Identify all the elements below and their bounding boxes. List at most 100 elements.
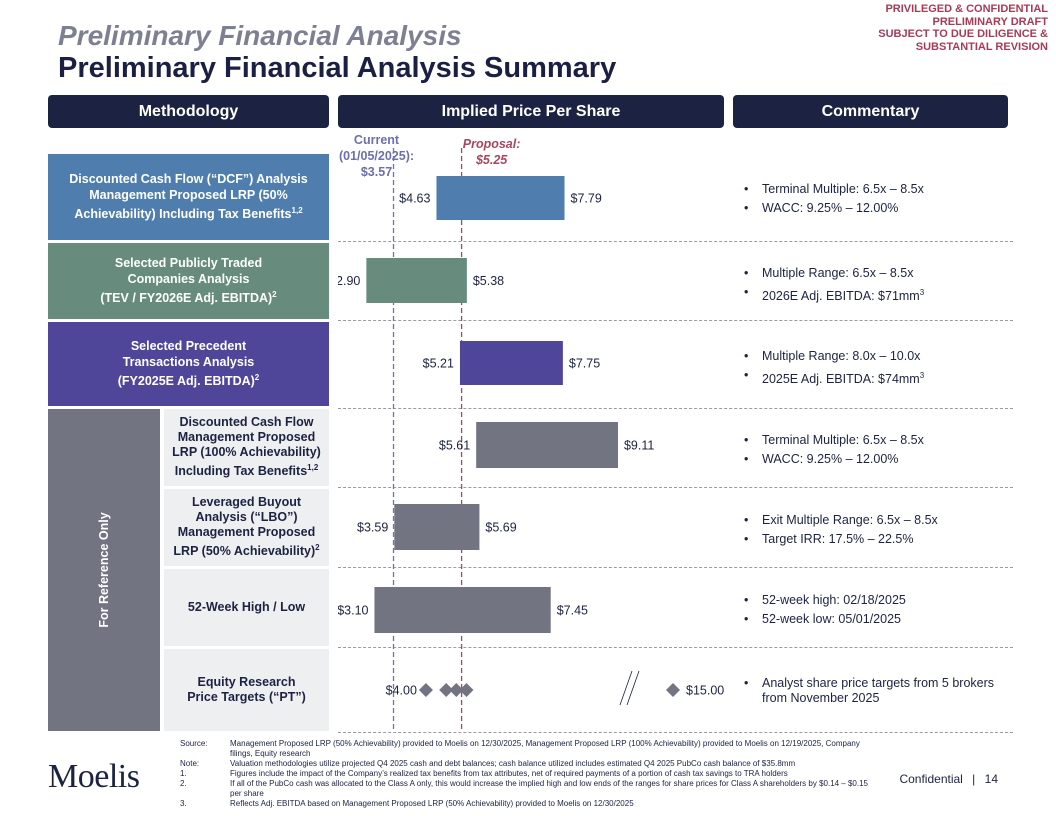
reference-only-label: For Reference Only [97, 512, 111, 628]
method-line: Selected Precedent [130, 339, 247, 354]
axis-break-mark [619, 670, 633, 706]
commentary-bullet: 2026E Adj. EBITDA: $71mm3 [742, 285, 924, 304]
method-line: Leveraged Buyout [191, 495, 302, 510]
sub-methodology-dcf-100: Discounted Cash Flow Management Proposed… [164, 409, 329, 486]
range-high-label: $5.69 [485, 521, 516, 535]
commentary-bullet: 52-week high: 02/18/2025 [742, 593, 906, 608]
commentary-price-targets: Analyst share price targets from 5 broke… [742, 672, 997, 710]
commentary-bullet: Multiple Range: 8.0x – 10.0x [742, 349, 924, 364]
commentary-bullet: WACC: 9.25% – 12.00% [742, 452, 924, 467]
price-target-marker [666, 683, 680, 697]
confidential-line: PRIVILEGED & CONFIDENTIAL [885, 3, 1048, 15]
page-number: Confidential | 14 [899, 772, 998, 786]
confidential-stamp: PRIVILEGED & CONFIDENTIAL PRELIMINARY DR… [878, 3, 1048, 53]
methodology-trading-comps: Selected Publicly Traded Companies Analy… [48, 243, 329, 319]
moelis-logo: Moelis [48, 758, 140, 795]
method-line: LRP (50% Achievability)2 [173, 543, 320, 559]
price-target-marker [449, 683, 464, 697]
footnote: Source: Management Proposed LRP (50% Achi… [180, 739, 860, 758]
method-line: Equity Research [197, 675, 296, 689]
row-separator [338, 732, 1013, 733]
page-number-value: 14 [984, 772, 998, 786]
commentary-52-week: 52-week high: 02/18/2025 52-week low: 05… [742, 589, 906, 631]
method-line: Discounted Cash Flow [179, 415, 314, 430]
methodology-dcf-50: Discounted Cash Flow (“DCF”) Analysis Ma… [48, 154, 329, 240]
range-low-label: $3.59 [357, 521, 388, 535]
commentary-bullet: Exit Multiple Range: 6.5x – 8.5x [742, 513, 938, 528]
range-low-label: $5.21 [423, 357, 454, 371]
commentary-dcf-50: Terminal Multiple: 6.5x – 8.5x WACC: 9.2… [742, 178, 924, 220]
range-high-label: $7.79 [571, 192, 602, 206]
methodology-header: Methodology [48, 95, 329, 128]
commentary-bullet: WACC: 9.25% – 12.00% [742, 201, 924, 216]
method-line: 52-Week High / Low [187, 600, 306, 614]
reference-label-current: (01/05/2025): [339, 149, 414, 163]
range-high-label: $7.75 [569, 357, 600, 371]
sub-methodology-52-week: 52-Week High / Low [164, 569, 329, 646]
range-bar [436, 176, 565, 220]
commentary-trading-comps: Multiple Range: 6.5x – 8.5x 2026E Adj. E… [742, 262, 924, 308]
methodology-precedent-transactions: Selected Precedent Transactions Analysis… [48, 322, 329, 406]
reference-label-proposal: $5.25 [475, 153, 508, 167]
commentary-bullet: Terminal Multiple: 6.5x – 8.5x [742, 433, 924, 448]
range-bar [476, 422, 618, 468]
implied-price-header: Implied Price Per Share [338, 95, 724, 128]
range-high-label: $7.45 [557, 604, 588, 618]
method-line: Price Targets (“PT”) [187, 690, 306, 704]
axis-break-mark [626, 670, 640, 706]
range-low-label: $2.90 [338, 274, 360, 288]
range-high-label: $5.38 [473, 274, 504, 288]
sub-methodology-lbo: Leveraged Buyout Analysis (“LBO”) Manage… [164, 489, 329, 566]
page-title: Preliminary Financial Analysis Summary [58, 52, 617, 84]
range-bar [366, 258, 467, 303]
reference-label-current: Current [354, 133, 400, 147]
footnote: 3. Reflects Adj. EBITDA based on Manageme… [180, 799, 634, 808]
footnotes: Source: Management Proposed LRP (50% Achi… [180, 739, 880, 809]
commentary-header: Commentary [733, 95, 1008, 128]
method-line: Management Proposed [177, 430, 316, 445]
method-line: Achievability) Including Tax Benefits1,2 [74, 206, 303, 222]
method-line: Transactions Analysis [122, 355, 255, 370]
confidential-label: Confidential [899, 772, 963, 786]
range-bar [374, 587, 551, 633]
football-field-chart: Current(01/05/2025):$3.57Proposal:$5.25 … [338, 133, 724, 732]
row-separator [338, 320, 1013, 321]
page-separator: | [972, 772, 976, 786]
method-line: (FY2025E Adj. EBITDA)2 [117, 373, 260, 389]
method-line: Including Tax Benefits1,2 [174, 463, 319, 479]
row-separator [338, 647, 1013, 648]
method-line: Management Proposed LRP (50% [89, 188, 288, 203]
commentary-dcf-100: Terminal Multiple: 6.5x – 8.5x WACC: 9.2… [742, 429, 924, 471]
range-high-label: $9.11 [624, 439, 654, 453]
reference-label-current: $3.57 [361, 165, 392, 179]
commentary-bullet: 52-week low: 05/01/2025 [742, 612, 906, 627]
method-line: Analysis (“LBO”) [195, 510, 298, 525]
method-line: LRP (100% Achievability) [172, 445, 321, 460]
sub-methodology-price-targets: Equity Research Price Targets (“PT”) [164, 649, 329, 731]
method-line: Management Proposed [177, 525, 316, 540]
commentary-precedent: Multiple Range: 8.0x – 10.0x 2025E Adj. … [742, 345, 924, 391]
commentary-bullet: Analyst share price targets from 5 broke… [742, 676, 997, 706]
commentary-bullet: Terminal Multiple: 6.5x – 8.5x [742, 182, 924, 197]
confidential-line: SUBJECT TO DUE DILIGENCE & [878, 28, 1048, 40]
method-line: (TEV / FY2026E Adj. EBITDA)2 [100, 290, 277, 306]
range-bar [394, 504, 480, 550]
footnote: Note: Valuation methodologies utilize pro… [180, 759, 796, 768]
range-low-label: $4.63 [399, 192, 430, 206]
page-title-italic: Preliminary Financial Analysis [58, 20, 462, 51]
price-target-marker [439, 683, 454, 697]
footnote: 2. If all of the PubCo cash was allocated… [180, 779, 868, 798]
price-target-low-label: $4.00 [386, 684, 417, 698]
range-bar [459, 341, 563, 385]
row-separator [338, 487, 1013, 488]
commentary-lbo: Exit Multiple Range: 6.5x – 8.5x Target … [742, 509, 938, 551]
reference-only-band: For Reference Only [48, 409, 160, 731]
method-line: Selected Publicly Traded [114, 256, 263, 271]
commentary-bullet: Multiple Range: 6.5x – 8.5x [742, 266, 924, 281]
commentary-bullet: Target IRR: 17.5% – 22.5% [742, 532, 938, 547]
price-target-marker [418, 683, 433, 697]
reference-label-proposal: Proposal: [463, 137, 521, 151]
commentary-bullet: 2025E Adj. EBITDA: $74mm3 [742, 368, 924, 387]
price-target-high-label: $15.00 [686, 684, 724, 698]
row-separator [338, 408, 1013, 409]
